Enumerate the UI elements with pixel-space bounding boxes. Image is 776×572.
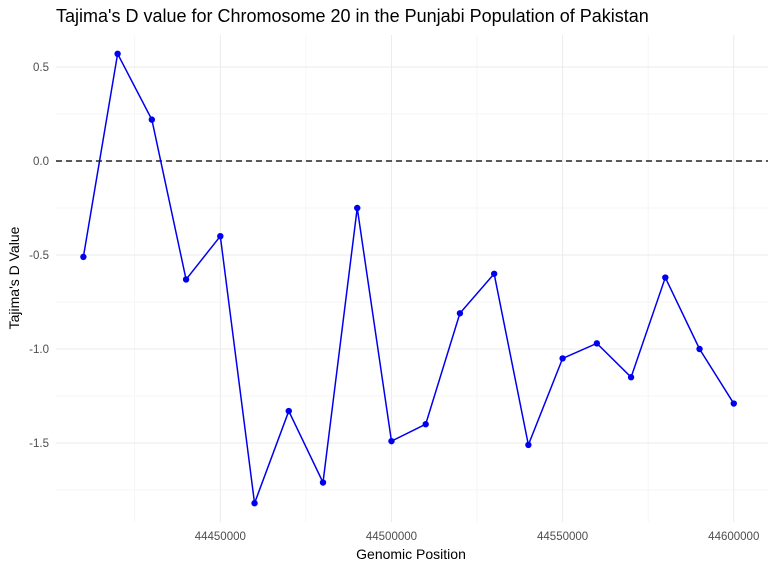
y-tick-label-3: -1.0 [29,344,49,356]
chart-title: Tajima's D value for Chromosome 20 in th… [56,6,649,26]
data-point-15 [593,340,601,347]
y-tick-label-0: 0.5 [33,62,49,74]
x-axis-label: Genomic Position [356,546,466,562]
data-point-12 [490,270,498,277]
x-tick-label-2: 44550000 [537,531,588,543]
y-tick-label-4: -1.5 [29,438,49,450]
x-tick-label-3: 44600000 [708,531,759,543]
data-point-17 [662,274,669,281]
data-point-5 [251,499,258,507]
grid [56,35,768,522]
data-point-7 [319,479,327,486]
data-point-4 [217,232,224,240]
tick-labels: 44450000 44500000 44550000 44600000 0.5 0.0 -0… [29,62,759,543]
tajima-d-line [82,51,735,504]
data-point-16 [627,374,635,381]
y-axis-label: Tajima's D Value [6,226,22,329]
data-point-10 [422,421,429,428]
data-point-2 [148,116,156,123]
data-point-13 [525,441,532,449]
y-tick-label-1: 0.0 [33,156,49,168]
data-point-19 [730,400,737,407]
series-layer [80,50,737,507]
data-point-14 [559,355,566,362]
x-tick-label-1: 44500000 [366,531,417,543]
data-point-3 [182,276,190,283]
x-tick-label-0: 44450000 [195,531,246,543]
data-point-6 [285,407,292,415]
y-tick-label-2: -0.5 [29,250,49,262]
data-point-11 [456,310,464,317]
data-point-9 [388,437,395,445]
data-point-18 [696,345,703,353]
data-point-1 [114,50,121,58]
data-point-8 [354,204,361,212]
data-point-0 [80,253,87,261]
